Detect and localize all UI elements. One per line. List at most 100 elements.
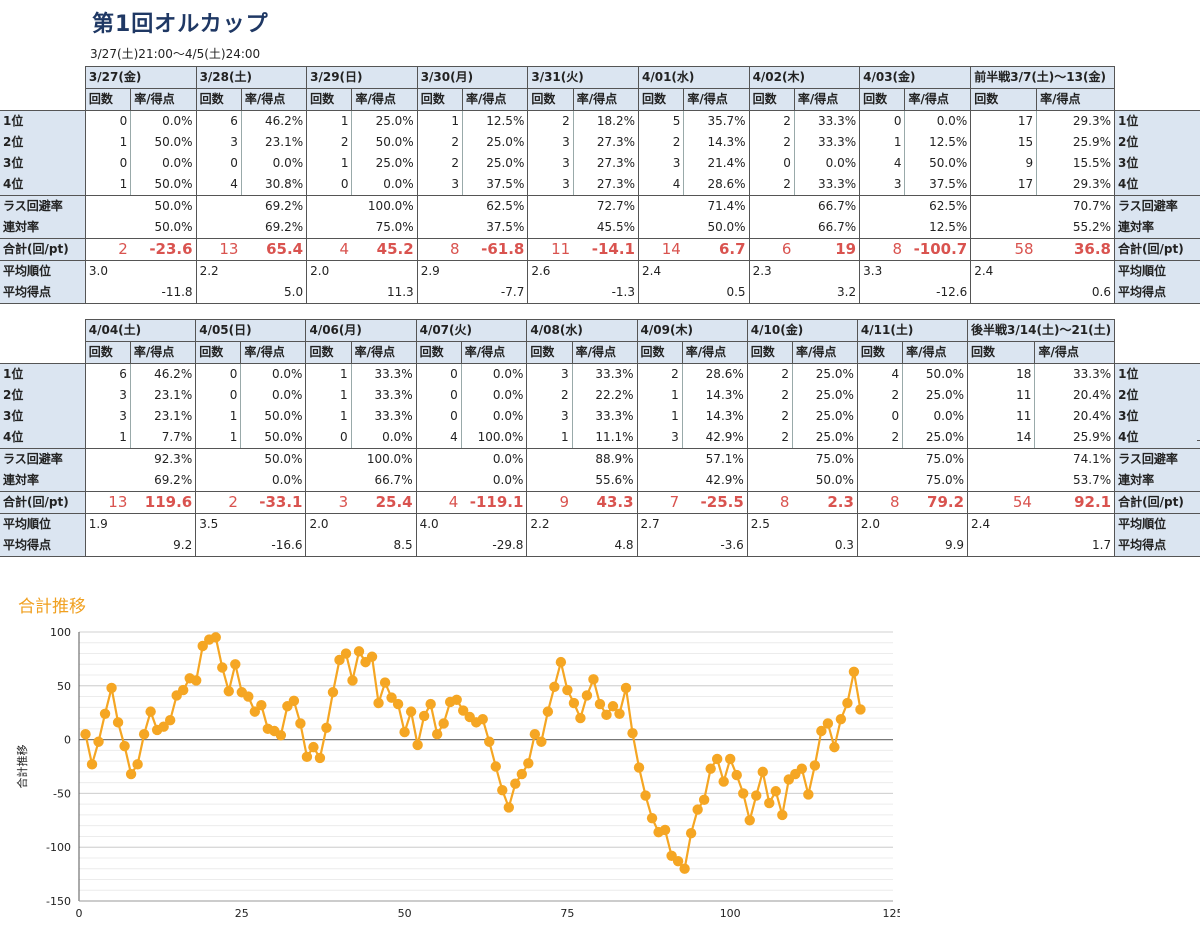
- avg-points-cell: -7.7: [416, 282, 528, 304]
- row-label: 3位: [0, 153, 86, 174]
- row-label-right: ラス回避率: [1114, 448, 1200, 470]
- rate-col-header: 率/得点: [793, 88, 861, 111]
- rate-cell: 11.1%: [571, 427, 638, 449]
- total-count-cell: 2: [195, 491, 241, 514]
- row-label-right: 連対率: [1114, 470, 1200, 492]
- total-points-cell: 19: [794, 238, 860, 261]
- rate-summary-cell: 62.5%: [416, 195, 528, 217]
- rate-summary-cell: 50.0%: [84, 217, 197, 239]
- data-point: [829, 741, 840, 753]
- count-cell: 4: [859, 153, 905, 174]
- rate-cell: 25.9%: [1036, 132, 1115, 153]
- total-count-cell: 4: [415, 491, 462, 514]
- day-header: 4/02(木): [748, 66, 861, 89]
- avg-rank-cell: 2.4: [967, 513, 1115, 535]
- rate-cell: 46.2%: [129, 363, 196, 385]
- rate-summary-cell: 42.9%: [636, 470, 748, 492]
- count-cell: 1: [305, 406, 352, 427]
- count-col-header: 回数: [84, 341, 131, 364]
- data-point: [256, 699, 267, 711]
- header-spacer: [0, 320, 85, 342]
- avg-rank-cell: 2.2: [195, 260, 307, 282]
- count-cell: 1: [84, 427, 131, 449]
- count-cell: 4: [637, 174, 684, 196]
- total-count-cell: 8: [856, 491, 903, 514]
- rate-cell: 7.7%: [129, 427, 196, 449]
- rate-col-header: 率/得点: [1036, 88, 1115, 111]
- data-point: [314, 752, 326, 764]
- rate-cell: 28.6%: [681, 363, 748, 385]
- data-point: [164, 715, 176, 726]
- day-header: 4/05(日): [195, 319, 307, 342]
- rate-summary-cell: 66.7%: [748, 195, 860, 217]
- avg-rank-cell: 2.2: [526, 513, 638, 535]
- data-point: [855, 704, 866, 715]
- header-spacer-right: [1115, 320, 1200, 342]
- rate-cell: 37.5%: [462, 174, 528, 196]
- count-col-header: 回数: [637, 88, 685, 111]
- data-point: [822, 718, 834, 729]
- rate-row-rentai: 連対率 50.0% 69.2% 75.0% 37.5% 45.5% 50.0% 66.7% 12…: [0, 217, 1200, 239]
- rate-summary-cell: 50.0%: [746, 470, 858, 492]
- data-point: [210, 632, 221, 643]
- rate-cell: 25.9%: [1034, 427, 1115, 449]
- data-point: [197, 640, 208, 652]
- data-point: [490, 761, 501, 772]
- total-points-cell: -23.6: [130, 238, 197, 261]
- rate-col-header: 率/得点: [683, 88, 750, 111]
- rate-summary-cell: 69.2%: [195, 195, 307, 217]
- data-point: [451, 694, 462, 705]
- data-point: [145, 706, 156, 717]
- avg-rank-cell: 2.6: [527, 260, 639, 282]
- count-col-header: 回数: [526, 341, 573, 364]
- rate-summary-cell: 62.5%: [859, 195, 971, 217]
- rate-cell: 0.0%: [460, 363, 527, 385]
- count-cell: 1: [306, 153, 352, 174]
- count-cell: 2: [748, 174, 795, 196]
- rate-cell: 25.0%: [791, 363, 858, 385]
- rate-cell: 0.0%: [240, 385, 306, 406]
- count-cell: 3: [526, 363, 573, 385]
- rate-summary-cell: 53.7%: [967, 470, 1115, 492]
- rate-col-header: 率/得点: [462, 88, 529, 111]
- total-count-cell: 13: [195, 238, 242, 261]
- stats-table-first-half: 3/27(金) 3/28(土) 3/29(日) 3/30(月) 3/31(火) 4/01(…: [0, 66, 1200, 304]
- total-points-cell: 25.4: [351, 491, 417, 514]
- data-point: [751, 790, 762, 801]
- row-label-right: 平均得点: [1114, 282, 1200, 304]
- day-header: 3/30(月): [416, 66, 529, 89]
- data-point: [119, 740, 130, 752]
- avg-points-cell: 1.7: [967, 535, 1115, 557]
- data-point: [158, 721, 169, 732]
- day-header: 4/07(火): [415, 319, 528, 342]
- data-point: [412, 739, 423, 751]
- rate-cell: 0.0%: [350, 427, 417, 449]
- data-point: [431, 729, 443, 740]
- row-label: 平均得点: [0, 282, 86, 304]
- count-cell: 2: [856, 385, 903, 406]
- total-row: 合計(回/pt) 2 -23.6 13 65.4 4 45.2 8 -61.8 11 -14.1 14…: [0, 238, 1200, 261]
- data-point: [321, 722, 332, 733]
- rank-row-r4: 4位 1 50.0% 4 30.8% 0 0.0% 3 37.5% 3 27.3% 4 28.6% 2 33…: [0, 174, 1200, 196]
- count-cell: 3: [84, 385, 131, 406]
- rate-col-header: 率/得点: [572, 88, 640, 111]
- data-point: [627, 727, 638, 739]
- rate-summary-cell: 75.0%: [856, 470, 968, 492]
- data-point: [659, 824, 671, 836]
- column-header-row: 回数 率/得点 回数 率/得点 回数 率/得点 回数 率/得点 回数 率/得点 回数 率/得点 回数 率/…: [0, 341, 1200, 364]
- x-tick-label: 75: [560, 907, 574, 920]
- data-point: [679, 863, 690, 874]
- y-tick-label: 0: [64, 734, 71, 747]
- total-count-cell: 4: [306, 238, 352, 261]
- data-point: [549, 681, 560, 693]
- day-header: 4/04(土): [84, 319, 197, 342]
- total-count-cell: 6: [748, 238, 795, 261]
- row-label-right: 連対率: [1114, 217, 1200, 239]
- data-point: [405, 706, 417, 717]
- data-point: [796, 763, 808, 774]
- count-col-header: 回数: [859, 88, 906, 111]
- data-point: [295, 718, 306, 729]
- data-point: [542, 706, 554, 717]
- y-tick-label: -100: [46, 841, 71, 854]
- avg-rank-cell: 4.0: [415, 513, 527, 535]
